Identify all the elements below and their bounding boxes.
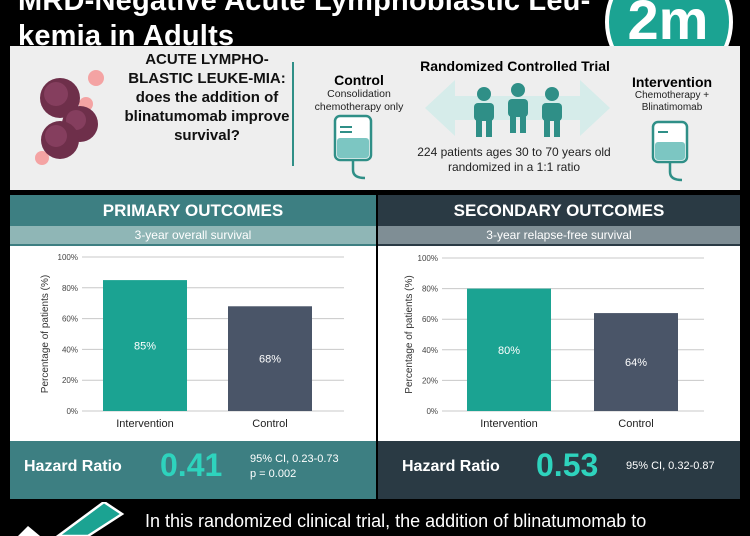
secondary-subheading: 3-year relapse-free survival (378, 226, 740, 244)
study-question: ACUTE LYMPHO-BLASTIC LEUKE-MIA: does the… (124, 51, 290, 144)
control-title: Control (334, 72, 384, 88)
secondary-hr-label: Hazard Ratio (402, 458, 500, 475)
y-axis-label: Percentage of patients (%) (404, 275, 415, 393)
x-tick-label: Intervention (116, 418, 173, 430)
primary-hr-label: Hazard Ratio (24, 458, 122, 475)
y-tick-label: 60% (422, 315, 438, 324)
study-panel (10, 46, 740, 190)
title-line-1: MRD-Negative Acute Lymphoblastic Leu- (18, 0, 591, 17)
iv-bag-icon (651, 120, 689, 182)
checkmark-icon (18, 502, 125, 536)
control-description: Consolidation chemotherapy only (314, 88, 404, 113)
y-tick-label: 20% (62, 376, 78, 385)
design-title: Randomized Controlled Trial (420, 58, 610, 74)
y-tick-label: 60% (62, 315, 78, 324)
bar-intervention (467, 288, 551, 411)
bar-value-label: 64% (625, 357, 647, 369)
secondary-heading: SECONDARY OUTCOMES (453, 201, 665, 220)
bar-value-label: 68% (259, 354, 281, 366)
y-tick-label: 80% (62, 284, 78, 293)
y-tick-label: 0% (66, 407, 78, 416)
y-tick-label: 100% (418, 254, 438, 263)
bar-value-label: 80% (498, 345, 520, 357)
secondary-hr-ci: 95% CI, 0.32-0.87 (626, 460, 715, 472)
leukemia-cells-icon (35, 70, 104, 165)
primary-chart-area (10, 246, 376, 441)
y-tick-label: 20% (422, 376, 438, 385)
primary-heading: PRIMARY OUTCOMES (102, 201, 284, 220)
y-tick-label: 40% (422, 346, 438, 355)
primary-bar-chart: 0% 20% 40% 60% 80% 100% Percentage of patients… (40, 253, 344, 430)
secondary-hr-value: 0.53 (536, 447, 599, 483)
primary-hr-value: 0.41 (160, 447, 223, 483)
design-description: 224 patients ages 30 to 70 years old ran… (417, 145, 611, 174)
x-tick-label: Control (618, 418, 653, 430)
secondary-chart-area (378, 246, 740, 441)
divider (292, 62, 294, 166)
primary-subheading: 3-year overall survival (10, 226, 376, 244)
y-tick-label: 100% (58, 253, 78, 262)
x-tick-label: Intervention (480, 418, 537, 430)
patients-icon (474, 83, 562, 137)
secondary-bar-chart: 0% 20% 40% 60% 80% 100% Percentage of patients… (404, 254, 704, 430)
primary-hr-p: p = 0.002 (250, 468, 297, 480)
y-tick-label: 0% (426, 407, 438, 416)
iv-bag-icon (333, 114, 373, 180)
bar-control (594, 313, 678, 411)
conclusion-text: In this randomized clinical trial, the a… (145, 511, 647, 531)
bar-value-label: 85% (134, 341, 156, 353)
bar-control (228, 306, 312, 411)
y-axis-label: Percentage of patients (%) (40, 275, 51, 393)
y-tick-label: 80% (422, 285, 438, 294)
x-tick-label: Control (252, 418, 287, 430)
intervention-description: Chemotherapy + Blinatimomab (634, 90, 710, 113)
logo-text: 2m (627, 0, 709, 51)
primary-hr-ci: 95% CI, 0.23-0.73 (250, 453, 339, 465)
bar-intervention (103, 280, 187, 411)
y-tick-label: 40% (62, 345, 78, 354)
intervention-title: Intervention (631, 74, 713, 90)
